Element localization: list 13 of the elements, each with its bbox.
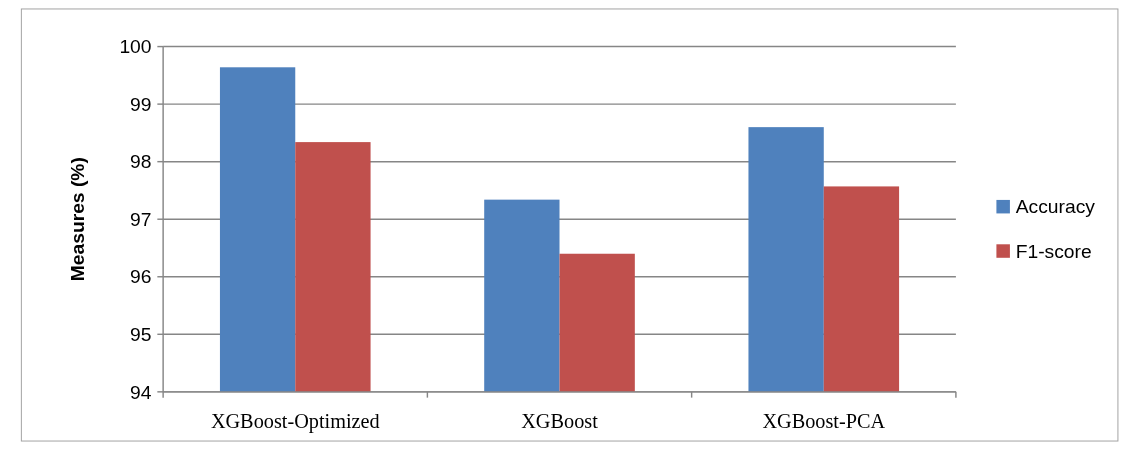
y-tick-label: 96 — [130, 266, 152, 288]
legend-label: Accuracy — [1015, 196, 1096, 218]
x-tick-label: XGBoost — [521, 410, 599, 433]
y-tick-label: 95 — [130, 324, 152, 346]
y-axis-title: Measures (%) — [67, 157, 89, 282]
x-tick-label: XGBoost-PCA — [762, 410, 886, 433]
y-tick-label: 100 — [119, 36, 152, 58]
x-tick-label: XGBoost-Optimized — [210, 410, 380, 434]
y-tick-label: 97 — [130, 208, 152, 230]
y-tick-label: 98 — [130, 151, 152, 173]
y-tick-label: 99 — [130, 93, 152, 115]
y-tick-label: 94 — [130, 381, 152, 403]
legend-label: F1-score — [1015, 240, 1092, 262]
